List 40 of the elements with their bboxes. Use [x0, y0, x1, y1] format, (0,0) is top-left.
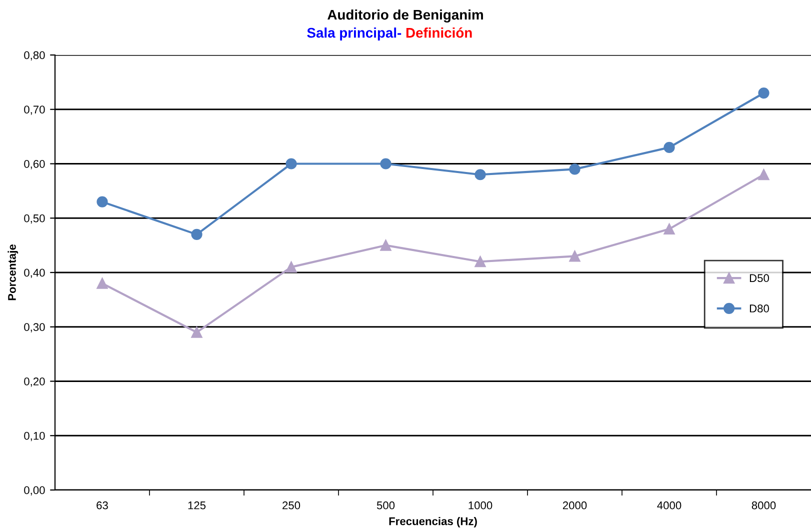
- x-tick-label: 1000: [468, 501, 492, 510]
- point: [664, 223, 675, 235]
- point: [96, 278, 108, 289]
- y-tick-label: 0,30: [24, 323, 45, 332]
- y-tick-label: 0,20: [24, 378, 45, 387]
- x-tick-label: 125: [188, 501, 206, 510]
- y-axis-title: Porcentaje: [8, 244, 18, 300]
- chart-title: Auditorio de Beniganim: [328, 9, 483, 23]
- y-tick-label: 0,80: [24, 51, 45, 60]
- chart-subtitle: Sala principal-: [307, 28, 402, 40]
- x-tick-label: 63: [96, 501, 108, 510]
- point: [191, 326, 202, 338]
- point: [758, 169, 770, 180]
- y-tick-label: 0,00: [24, 486, 45, 496]
- point: [380, 240, 392, 251]
- point: [569, 250, 580, 262]
- x-tick-label: 500: [376, 501, 395, 510]
- point: [474, 169, 486, 180]
- point: [569, 164, 580, 175]
- x-tick-label: 2000: [562, 501, 587, 510]
- y-tick-label: 0,40: [24, 268, 45, 278]
- legend-label: D50: [750, 274, 769, 282]
- text: Definición: [406, 27, 472, 38]
- x-tick-label: 8000: [752, 501, 776, 510]
- point: [96, 196, 108, 208]
- point: [380, 158, 392, 170]
- y-tick-label: 0,10: [24, 432, 45, 442]
- y-tick-label: 0,50: [24, 214, 45, 224]
- point: [758, 88, 770, 99]
- point: [286, 158, 297, 170]
- x-tick-label: 4000: [657, 501, 682, 510]
- point: [664, 142, 675, 153]
- point: [474, 256, 486, 268]
- y-tick-label: 0,60: [24, 160, 45, 170]
- point: [286, 262, 297, 273]
- point: [191, 228, 202, 240]
- x-tick-label: 250: [282, 501, 300, 510]
- x-axis-title: Frecuencias (Hz): [389, 517, 477, 528]
- y-tick-label: 0,70: [24, 106, 45, 115]
- legend-label: D80: [750, 304, 769, 312]
